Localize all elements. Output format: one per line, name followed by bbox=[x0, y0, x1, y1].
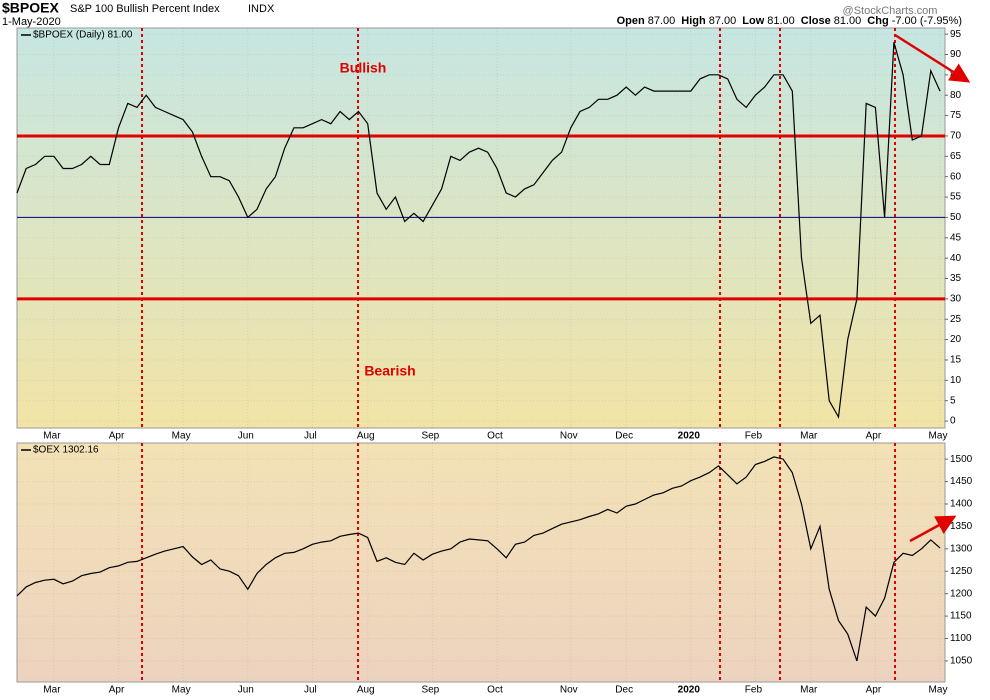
y-tick-label: 35 bbox=[950, 273, 962, 284]
panel-bg bbox=[16, 27, 946, 429]
y-tick-label: 1400 bbox=[950, 499, 973, 510]
x-tick-label: Aug bbox=[357, 431, 375, 442]
x-tick-label: Sep bbox=[421, 431, 439, 442]
quote-value: -7.00 (-7.95%) bbox=[892, 15, 962, 27]
x-tick-label: Nov bbox=[560, 685, 578, 696]
legend-label: $BPOEX (Daily) 81.00 bbox=[33, 30, 133, 41]
y-tick-label: 1450 bbox=[950, 476, 973, 487]
x-tick-label: Mar bbox=[43, 685, 61, 696]
y-tick-label: 1200 bbox=[950, 588, 973, 599]
legend-label: $OEX 1302.16 bbox=[33, 445, 99, 456]
x-tick-label: Sep bbox=[421, 685, 439, 696]
y-tick-label: 30 bbox=[950, 294, 962, 305]
y-tick-label: 80 bbox=[950, 90, 962, 101]
y-tick-label: 1150 bbox=[950, 611, 972, 622]
date: 1-May-2020 bbox=[2, 16, 61, 28]
x-tick-label: May bbox=[929, 431, 948, 442]
quote-value: 81.00 bbox=[767, 15, 795, 27]
y-tick-label: 70 bbox=[950, 131, 962, 142]
quote-label: Open bbox=[617, 15, 645, 27]
y-tick-label: 50 bbox=[950, 212, 962, 223]
quote: Open 87.00 High 87.00 Low 81.00 Close 81.00 Chg -… bbox=[617, 15, 962, 27]
x-tick-label: Apr bbox=[109, 685, 125, 696]
x-tick-label: Jun bbox=[238, 685, 254, 696]
x-tick-label: May bbox=[172, 431, 191, 442]
x-tick-label: Jun bbox=[238, 431, 254, 442]
x-tick-label: Aug bbox=[357, 685, 375, 696]
y-tick-label: 40 bbox=[950, 253, 962, 264]
y-tick-label: 1500 bbox=[950, 454, 973, 465]
x-tick-label: May bbox=[929, 685, 948, 696]
annotation: Bullish bbox=[340, 60, 387, 76]
exchange: INDX bbox=[248, 3, 275, 15]
quote-label: High bbox=[681, 15, 706, 27]
quote-text: Open 87.00 High 87.00 Low 81.00 Close 81.00 Chg -… bbox=[617, 15, 962, 27]
x-tick-label: Mar bbox=[800, 685, 818, 696]
y-tick-label: 1100 bbox=[950, 633, 972, 644]
quote-label: Chg bbox=[867, 15, 888, 27]
x-tick-label: 2020 bbox=[678, 431, 701, 442]
x-tick-label: Apr bbox=[109, 431, 125, 442]
x-tick-label: Oct bbox=[487, 431, 503, 442]
quote-label: Low bbox=[742, 15, 764, 27]
quote-value: 87.00 bbox=[709, 15, 737, 27]
index-name: S&P 100 Bullish Percent Index bbox=[70, 3, 220, 15]
x-tick-label: Jul bbox=[304, 685, 317, 696]
series-line bbox=[16, 456, 941, 662]
y-tick-label: 20 bbox=[950, 334, 962, 345]
y-tick-label: 25 bbox=[950, 314, 962, 325]
x-tick-label: Oct bbox=[487, 685, 503, 696]
x-tick-label: Feb bbox=[745, 685, 763, 696]
y-tick-label: 10 bbox=[950, 375, 962, 386]
y-tick-label: 0 bbox=[950, 416, 956, 427]
y-tick-label: 65 bbox=[950, 151, 962, 162]
x-tick-label: Apr bbox=[866, 431, 882, 442]
y-tick-label: 45 bbox=[950, 232, 962, 243]
y-tick-label: 1250 bbox=[950, 566, 973, 577]
x-tick-label: Nov bbox=[560, 431, 578, 442]
x-tick-label: Mar bbox=[800, 431, 818, 442]
y-tick-label: 60 bbox=[950, 171, 962, 182]
quote-value: 87.00 bbox=[648, 15, 676, 27]
y-tick-label: 1350 bbox=[950, 521, 973, 532]
y-tick-label: 75 bbox=[950, 110, 962, 121]
y-tick-label: 1050 bbox=[950, 656, 973, 667]
x-tick-label: May bbox=[172, 685, 191, 696]
y-tick-label: 15 bbox=[950, 355, 962, 366]
arrow bbox=[909, 515, 957, 543]
y-tick-label: 55 bbox=[950, 192, 962, 203]
annotation: Bearish bbox=[364, 363, 415, 379]
y-tick-label: 5 bbox=[950, 395, 956, 406]
x-tick-label: Mar bbox=[43, 431, 61, 442]
x-tick-label: Dec bbox=[615, 685, 633, 696]
symbol: $BPOEX bbox=[2, 0, 59, 16]
y-tick-label: 90 bbox=[950, 49, 962, 60]
plot: 05101520253035404550556065707580859095Ma… bbox=[16, 28, 973, 696]
x-tick-label: 2020 bbox=[678, 685, 701, 696]
arrow bbox=[894, 33, 971, 83]
quote-label: Close bbox=[801, 15, 831, 27]
y-tick-label: 95 bbox=[950, 29, 962, 40]
x-tick-label: Apr bbox=[866, 685, 882, 696]
quote-value: 81.00 bbox=[834, 15, 862, 27]
panel-bg bbox=[16, 442, 946, 683]
watermark: @StockCharts.com bbox=[843, 5, 938, 17]
x-tick-label: Jul bbox=[304, 431, 317, 442]
y-tick-label: 1300 bbox=[950, 543, 973, 554]
x-tick-label: Dec bbox=[615, 431, 633, 442]
x-tick-label: Feb bbox=[745, 431, 763, 442]
series-line bbox=[16, 42, 941, 419]
